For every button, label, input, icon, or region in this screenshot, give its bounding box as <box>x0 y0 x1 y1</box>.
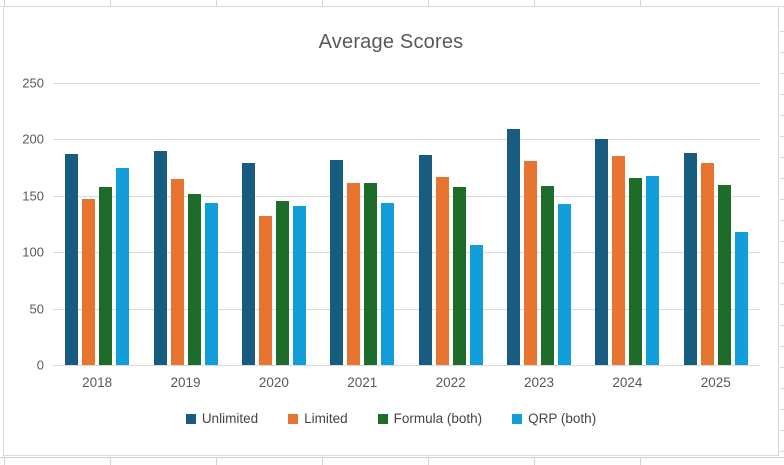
x-tick-label-2025: 2025 <box>700 375 731 390</box>
bar-formula-both-2025[interactable] <box>717 184 731 365</box>
legend-label: Unlimited <box>201 411 259 426</box>
x-tick-label-2021: 2021 <box>347 375 378 390</box>
legend-item-formula-both[interactable]: Formula (both) <box>377 411 483 426</box>
bar-unlimited-2019[interactable] <box>153 150 167 365</box>
bar-qrp-both-2024[interactable] <box>646 175 660 365</box>
legend-item-limited[interactable]: Limited <box>288 411 348 426</box>
x-tick-label-2024: 2024 <box>612 375 643 390</box>
legend-label: Formula (both) <box>393 411 483 426</box>
bar-qrp-both-2018[interactable] <box>116 167 130 365</box>
bar-group-2025 <box>672 83 760 365</box>
bar-qrp-both-2022[interactable] <box>469 245 483 365</box>
y-tick-label: 0 <box>36 357 44 373</box>
bar-formula-both-2023[interactable] <box>541 185 555 365</box>
gridline-250 <box>53 83 760 84</box>
gridline-150 <box>53 195 760 197</box>
x-tick-label-2019: 2019 <box>170 375 201 390</box>
bar-limited-2018[interactable] <box>82 199 96 365</box>
legend-swatch-icon <box>288 413 299 424</box>
bar-group-2018 <box>53 83 141 365</box>
bar-unlimited-2025[interactable] <box>683 152 697 365</box>
legend-item-unlimited[interactable]: Unlimited <box>185 411 259 426</box>
bar-qrp-both-2023[interactable] <box>558 203 572 365</box>
chart-title[interactable]: Average Scores <box>318 31 464 53</box>
bar-limited-2019[interactable] <box>170 178 184 365</box>
x-tick-label-2023: 2023 <box>524 375 555 390</box>
plot-area: 0 50 100 150 200 250 <box>22 76 760 373</box>
y-tick-label: 150 <box>22 188 44 204</box>
legend-swatch-icon <box>512 413 523 424</box>
bar-qrp-both-2021[interactable] <box>381 202 395 365</box>
bar-formula-both-2019[interactable] <box>187 193 201 365</box>
y-tick-label: 250 <box>22 75 44 91</box>
bar-formula-both-2024[interactable] <box>629 177 643 365</box>
bar-limited-2024[interactable] <box>612 156 626 365</box>
legend-swatch-icon <box>185 413 196 424</box>
bar-unlimited-2020[interactable] <box>241 163 255 365</box>
bar-formula-both-2020[interactable] <box>275 201 289 365</box>
bar-formula-both-2018[interactable] <box>99 186 113 365</box>
y-tick-label: 200 <box>22 131 44 147</box>
bar-limited-2020[interactable] <box>258 216 272 365</box>
bar-qrp-both-2019[interactable] <box>204 202 218 365</box>
gridline-200 <box>53 139 760 141</box>
bar-group-2024 <box>583 83 671 365</box>
legend-item-qrp-both[interactable]: QRP (both) <box>512 411 596 426</box>
bar-group-2023 <box>495 83 583 365</box>
bar-unlimited-2018[interactable] <box>65 154 79 365</box>
bar-unlimited-2024[interactable] <box>595 139 609 365</box>
bar-groups <box>53 83 760 365</box>
y-tick-label: 50 <box>29 301 44 317</box>
bar-group-2020 <box>230 83 318 365</box>
legend-label: Limited <box>304 411 348 426</box>
bar-group-2022 <box>407 83 495 365</box>
bar-unlimited-2023[interactable] <box>507 129 521 365</box>
legend-swatch-icon <box>377 413 388 424</box>
y-tick-label: 100 <box>22 244 44 260</box>
chart-canvas[interactable]: Average Scores 0 50 100 150 200 250 2018 2019 2… <box>3 6 779 456</box>
bar-group-2021 <box>318 83 406 365</box>
bar-unlimited-2022[interactable] <box>418 155 432 365</box>
bar-formula-both-2021[interactable] <box>364 183 378 365</box>
x-axis-labels[interactable]: 2018 2019 2020 2021 2022 2023 2024 2025 <box>53 375 760 390</box>
bar-limited-2025[interactable] <box>700 163 714 365</box>
gridline-100 <box>53 252 760 254</box>
bar-qrp-both-2025[interactable] <box>734 231 748 365</box>
x-tick-label-2022: 2022 <box>435 375 466 390</box>
spreadsheet-row-bottom <box>0 457 784 465</box>
gridline-50 <box>53 308 760 310</box>
x-tick-label-2020: 2020 <box>258 375 289 390</box>
spreadsheet-column-right <box>780 7 784 457</box>
bar-qrp-both-2020[interactable] <box>292 205 306 365</box>
bar-formula-both-2022[interactable] <box>452 186 466 365</box>
legend-label: QRP (both) <box>528 411 597 426</box>
legend: Unlimited Limited Formula (both) QRP (both) <box>4 411 778 426</box>
bar-unlimited-2021[interactable] <box>330 159 344 365</box>
bar-limited-2022[interactable] <box>435 176 449 365</box>
bar-group-2019 <box>141 83 229 365</box>
bar-limited-2023[interactable] <box>524 160 538 365</box>
x-tick-label-2018: 2018 <box>82 375 113 390</box>
gridline-0 <box>53 365 760 366</box>
bar-limited-2021[interactable] <box>347 183 361 365</box>
